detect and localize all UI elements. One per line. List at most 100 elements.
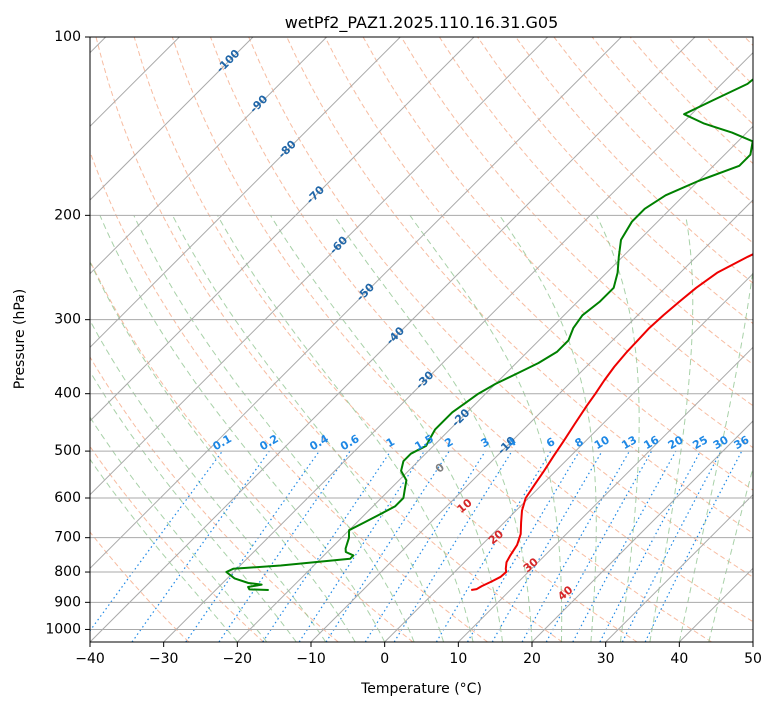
moist-adiabat [90, 260, 356, 642]
mixing-ratio-label: 6 [544, 435, 557, 450]
x-tick-label: −20 [223, 651, 253, 667]
y-tick-label: 200 [54, 207, 81, 223]
mixing-ratio-label: 3 [479, 435, 492, 450]
mixing-ratio-line [466, 450, 580, 642]
mixing-ratio-line [298, 450, 425, 642]
dry-adiabat [90, 356, 339, 642]
moist-adiabat [596, 215, 640, 642]
dry-adiabat [591, 37, 753, 204]
x-tick-label: 30 [597, 651, 615, 667]
moist-adiabat [90, 458, 238, 642]
mixing-ratio-line [599, 450, 702, 642]
y-tick-label: 400 [54, 386, 81, 402]
mixing-ratio-line [545, 450, 653, 642]
x-tick-label: 50 [744, 651, 762, 667]
y-tick-label: 600 [54, 490, 81, 506]
mixing-ratio-label: 0.4 [307, 432, 331, 453]
mixing-ratio-label: 16 [641, 433, 661, 452]
plot-frame [89, 36, 754, 643]
moist-adiabat [90, 370, 297, 642]
dry-adiabat [90, 259, 414, 642]
dewpoint-line [225, 78, 753, 591]
x-axis-title: Temperature (°C) [360, 681, 482, 697]
mixing-ratio-label: 10 [592, 433, 612, 452]
dry-adiabat [95, 37, 563, 642]
y-tick-label: 1000 [45, 621, 81, 637]
moist-adiabat-label: 20 [486, 527, 506, 547]
dry-adiabat [400, 37, 753, 407]
mixing-ratio-line [572, 450, 677, 642]
y-tick-label: 800 [54, 564, 81, 580]
moist-adiabat [333, 215, 533, 642]
dry-adiabat [438, 37, 753, 366]
moist-adiabat [270, 215, 503, 642]
moist-adiabat [409, 215, 563, 642]
x-tick-label: 0 [380, 651, 389, 667]
isotherm-line [678, 567, 753, 642]
moist-adiabat-label: 40 [555, 583, 575, 603]
mixing-ratio-line [185, 450, 320, 642]
background-lines [90, 37, 753, 642]
dry-adiabat [744, 37, 753, 47]
data-series [225, 78, 753, 591]
x-tick-label: −40 [75, 651, 105, 667]
moist-adiabat [90, 319, 327, 642]
dry-adiabat [90, 531, 190, 642]
mixing-ratio-label: 20 [666, 433, 686, 452]
mixing-ratio-label: 36 [732, 433, 752, 452]
x-tick-label: −10 [296, 651, 326, 667]
dry-adiabat [171, 37, 712, 642]
grid-lines [90, 37, 753, 642]
isotherm-line [90, 37, 622, 570]
isotherm-line [90, 37, 254, 201]
x-tick-label: 20 [523, 651, 541, 667]
dry-adiabat [90, 150, 488, 642]
dry-adiabat [515, 37, 753, 284]
moist-adiabat-label: 10 [455, 496, 475, 516]
isotherm-line [90, 37, 401, 349]
y-tick-label: 100 [54, 29, 81, 45]
moist-adiabat [649, 215, 694, 642]
mixing-ratio-line [218, 450, 351, 642]
y-tick-label: 700 [54, 530, 81, 546]
y-tick-label: 300 [54, 312, 81, 328]
temperature-line [471, 253, 753, 591]
moist-adiabat [133, 215, 415, 642]
moist-adiabat [99, 215, 386, 642]
mixing-ratio-label: 2 [442, 435, 455, 450]
dry-adiabat [668, 37, 753, 125]
chart-title: wetPf2_PAZ1.2025.110.16.31.G05 [285, 13, 559, 33]
mixing-ratio-label: 30 [711, 433, 731, 452]
mixing-ratio-line [131, 450, 270, 642]
y-tick-label: 900 [54, 594, 81, 610]
dry-adiabat [133, 37, 638, 642]
mixing-ratio-line [325, 450, 450, 642]
dry-adiabat [553, 37, 753, 244]
moist-adiabat-label: 0 [433, 460, 447, 475]
y-tick-label: 500 [54, 443, 81, 459]
isotherm-line [605, 493, 753, 642]
mixing-ratio-line [435, 450, 552, 642]
x-tick-label: −30 [149, 651, 179, 667]
moist-adiabat [678, 265, 753, 642]
isotherm-line [384, 272, 753, 642]
y-axis-title: Pressure (hPa) [12, 289, 28, 389]
axis-ticks: −40 −30 −20 −10 0 10 20 30 40 5010020030040050060… [45, 29, 762, 667]
mixing-ratio-label: 13 [619, 433, 639, 452]
isotherm-line [90, 37, 475, 422]
isotherm-line [163, 51, 753, 642]
isotherm-line [90, 37, 549, 496]
mixing-ratio-label: 1 [384, 435, 397, 450]
moist-adiabat [90, 416, 268, 642]
mixing-ratio-label: 0.6 [338, 432, 362, 453]
isotherm-line [90, 37, 696, 642]
moist-adiabat [499, 215, 597, 642]
isotherm-line [310, 199, 753, 642]
isotherm-line [752, 641, 753, 642]
x-tick-label: 10 [449, 651, 467, 667]
moist-adiabat [708, 466, 753, 642]
mixing-ratio-line [644, 450, 743, 642]
dry-adiabat [90, 445, 264, 642]
mixing-ratio-label: 25 [690, 433, 710, 452]
